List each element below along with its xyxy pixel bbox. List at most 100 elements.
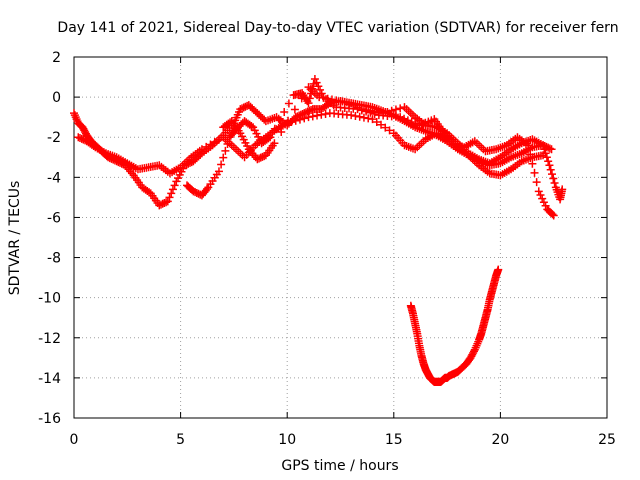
data-point [377, 120, 386, 129]
y-tick-label: -6 [47, 210, 61, 226]
data-point [549, 174, 558, 183]
x-tick-label: 10 [278, 432, 296, 448]
data-point [163, 197, 172, 206]
series-lower_trace [406, 265, 503, 386]
data-point [494, 265, 503, 274]
data-point [547, 170, 556, 179]
x-tick-label: 25 [598, 432, 616, 448]
x-tick-label: 0 [70, 432, 79, 448]
data-point [167, 189, 176, 198]
data-point [221, 146, 230, 155]
data-point [355, 112, 364, 121]
data-point [308, 112, 317, 121]
series-upper_trace_d [182, 75, 558, 220]
data-point [357, 106, 366, 115]
data-point [542, 153, 551, 162]
data-point [558, 185, 567, 194]
data-point [223, 140, 232, 149]
data-point [203, 184, 212, 193]
data-point [307, 89, 316, 98]
y-tick-label: -16 [38, 411, 61, 427]
data-point [396, 113, 405, 122]
data-point [295, 115, 304, 124]
data-point [266, 133, 275, 142]
data-point [351, 111, 360, 120]
data-point [407, 117, 416, 126]
data-point [400, 114, 409, 123]
data-point [391, 105, 400, 114]
plot-frame [73, 56, 608, 419]
data-point [284, 99, 293, 108]
data-point [217, 160, 226, 169]
data-point [524, 141, 533, 150]
series-upper_trace_c [219, 83, 567, 204]
y-tick-label: -8 [47, 251, 61, 267]
data-point [197, 145, 206, 154]
data-point [310, 75, 319, 84]
data-point [314, 82, 323, 91]
x-tick-label: 20 [491, 432, 509, 448]
data-point [270, 124, 279, 133]
y-tick-label: -12 [38, 331, 61, 347]
data-point [277, 128, 286, 137]
data-point [332, 96, 341, 105]
data-point [549, 211, 558, 220]
data-point [411, 119, 420, 128]
data-point [548, 210, 557, 219]
data-point [305, 94, 314, 103]
data-point [362, 107, 371, 116]
data-points [70, 75, 567, 386]
y-tick-label: 2 [52, 50, 61, 66]
data-point [202, 142, 211, 151]
data-point [532, 178, 541, 187]
data-point [381, 123, 390, 132]
data-point [539, 141, 548, 150]
data-point [545, 144, 554, 153]
data-point [219, 153, 228, 162]
data-point [304, 113, 313, 122]
y-axis-label: SDTVAR / TECUs [7, 181, 23, 296]
data-point [541, 201, 550, 210]
data-point [275, 116, 284, 125]
data-point [165, 193, 174, 202]
data-point [290, 105, 299, 114]
data-point [312, 78, 321, 87]
data-point [353, 105, 362, 114]
data-point [316, 85, 325, 94]
data-point [317, 89, 326, 98]
data-point [528, 159, 537, 168]
data-point [304, 99, 313, 108]
data-point [291, 116, 300, 125]
data-point [545, 161, 554, 170]
data-point [539, 198, 548, 207]
data-point [214, 167, 223, 176]
data-point [368, 115, 377, 124]
data-point [264, 134, 273, 143]
x-tick-label: 5 [176, 432, 185, 448]
data-point [317, 110, 326, 119]
y-tick-label: -2 [47, 130, 61, 146]
data-point [546, 165, 555, 174]
data-point [247, 121, 256, 130]
data-point [313, 111, 322, 120]
data-point [162, 198, 171, 207]
data-point [526, 150, 535, 159]
data-point [544, 157, 553, 166]
data-point [385, 126, 394, 135]
data-point [540, 145, 549, 154]
x-axis-label: GPS time / hours [281, 458, 398, 474]
data-point [550, 178, 559, 187]
data-point [300, 114, 309, 123]
y-tick-label: -10 [38, 291, 61, 307]
data-point [372, 117, 381, 126]
data-point [206, 140, 215, 149]
y-tick-label: -4 [47, 170, 61, 186]
data-point [366, 108, 375, 117]
data-point [536, 190, 545, 199]
data-point [210, 138, 219, 147]
series-upper_trace_b [74, 109, 548, 180]
data-point [168, 185, 177, 194]
y-tick-label: -14 [38, 371, 61, 387]
